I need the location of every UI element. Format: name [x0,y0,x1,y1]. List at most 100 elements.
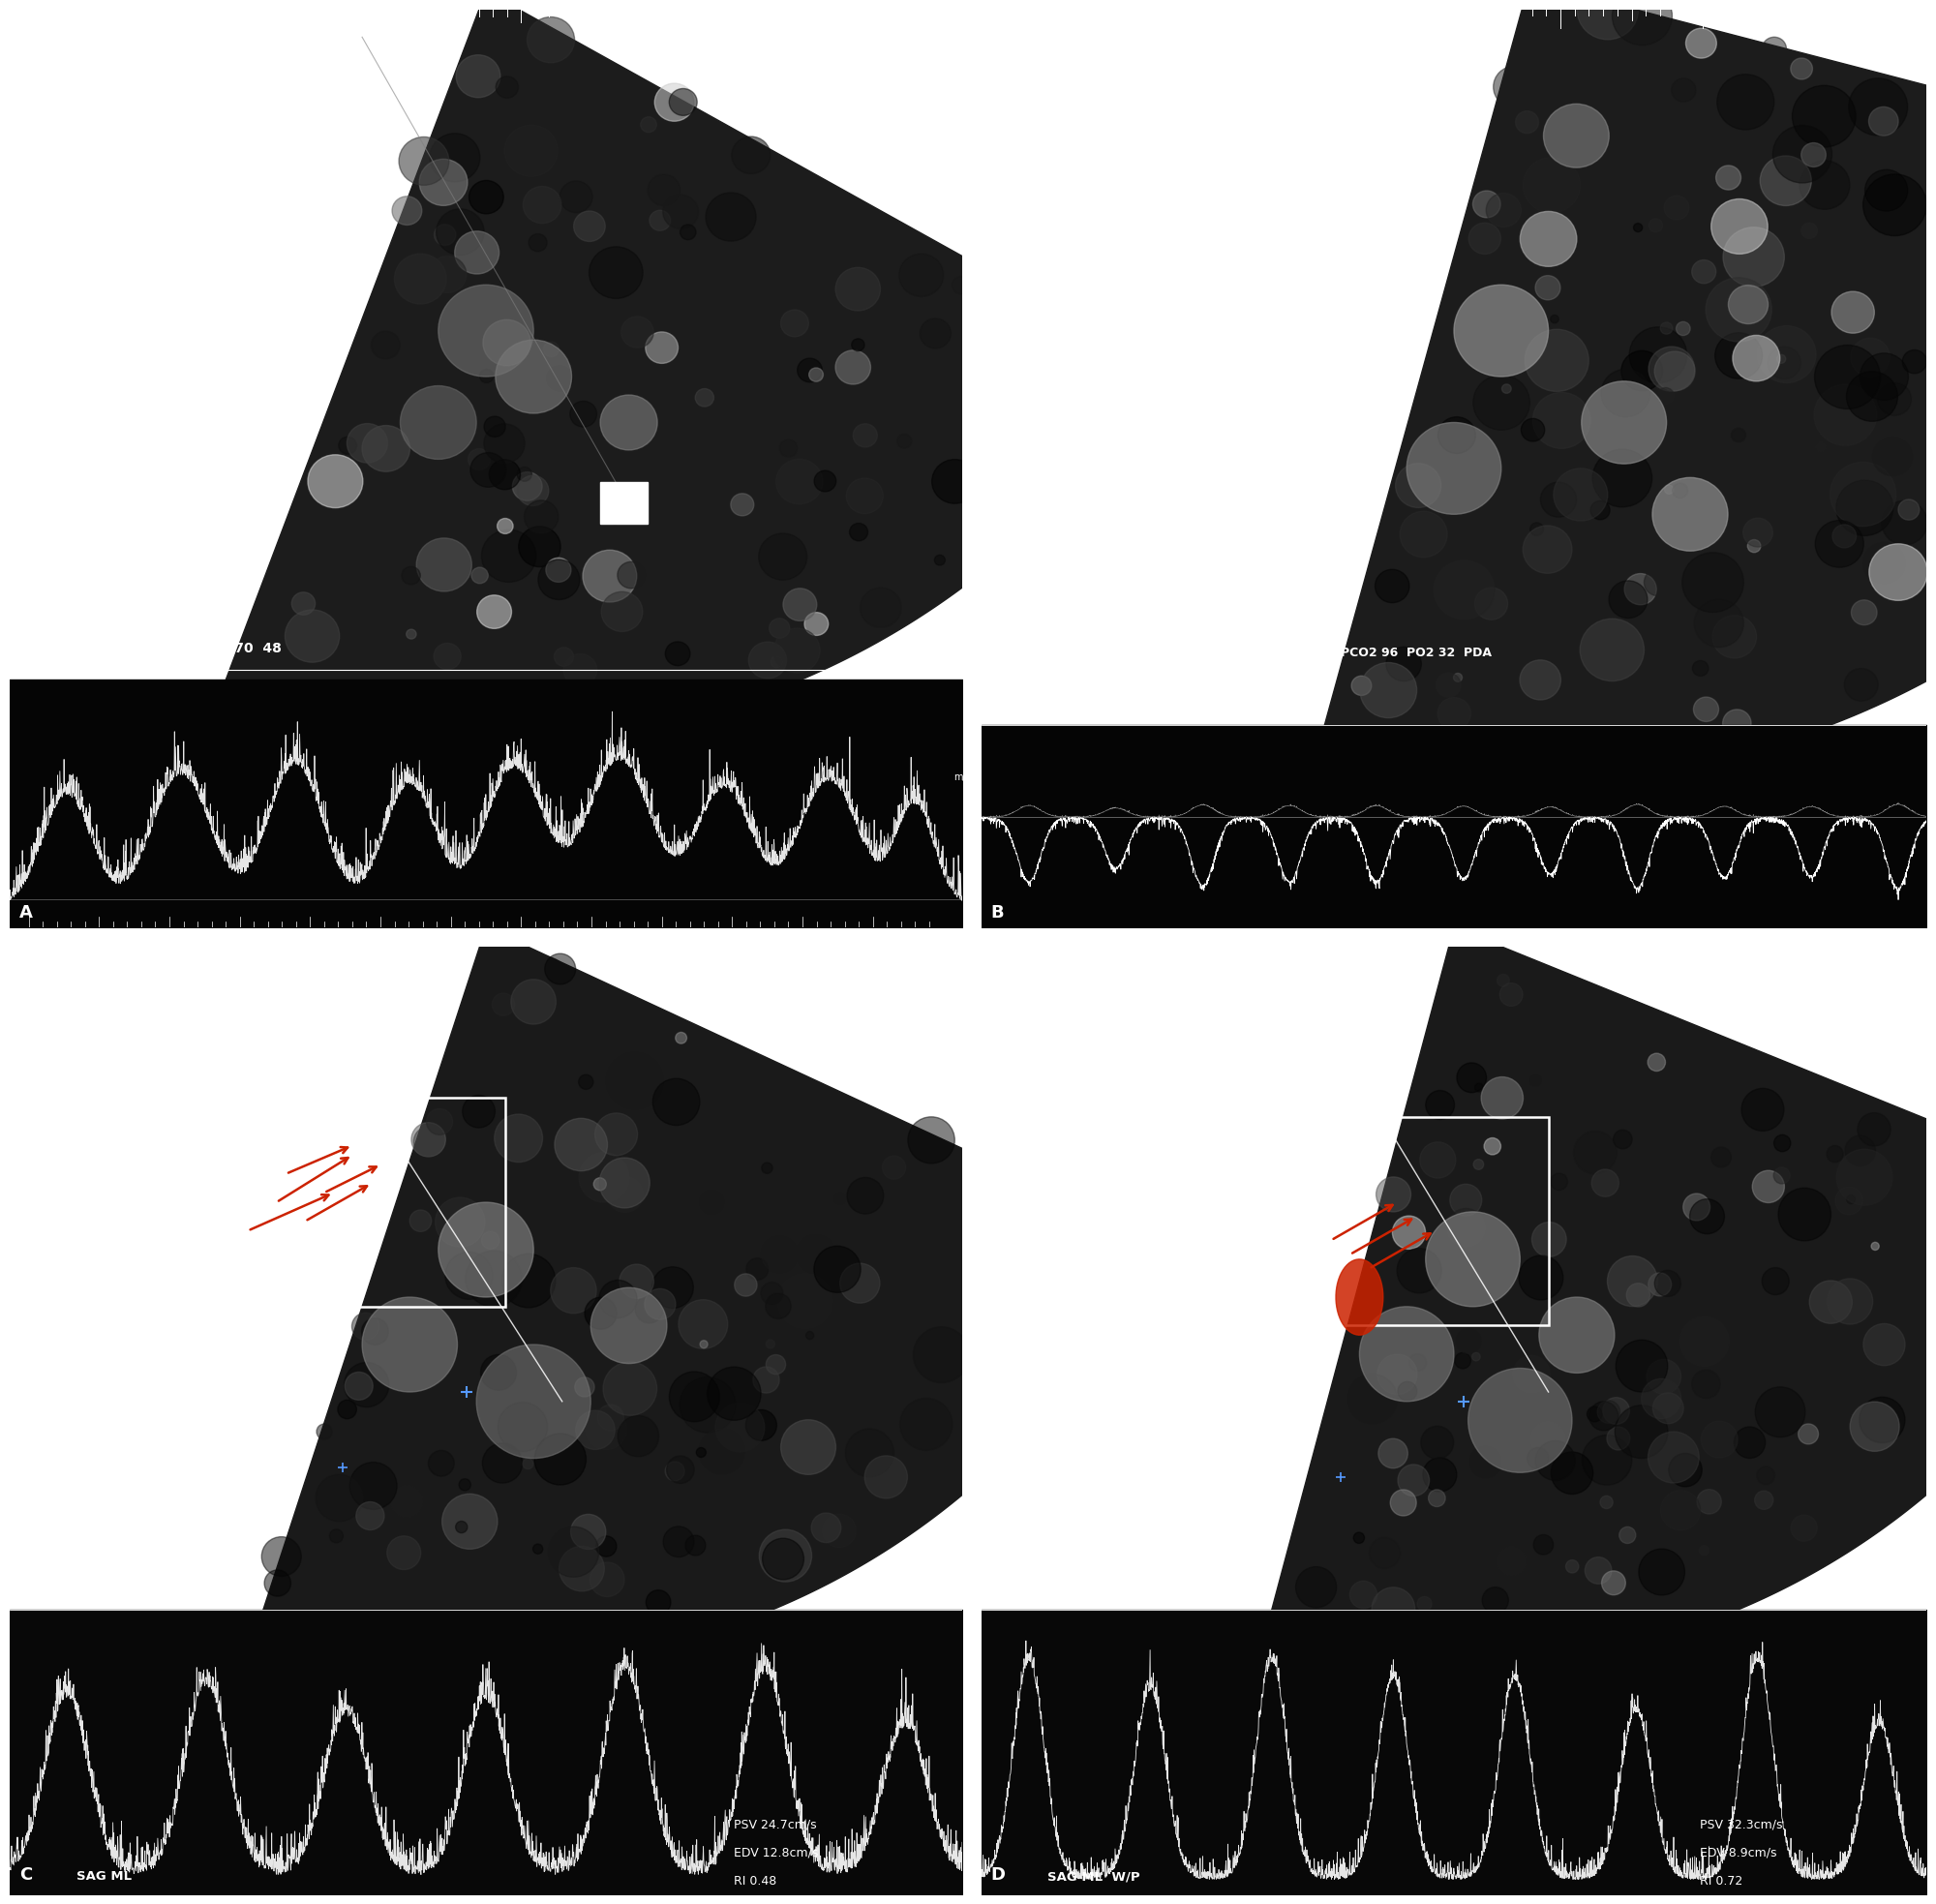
Circle shape [1471,1352,1481,1361]
Circle shape [517,466,532,482]
Text: PSV 32.3cm/s: PSV 32.3cm/s [1700,1818,1783,1832]
Circle shape [1469,223,1500,253]
Circle shape [1349,1580,1376,1609]
Circle shape [1396,463,1440,508]
Circle shape [1469,1445,1502,1478]
Circle shape [1603,1398,1630,1424]
Circle shape [532,1544,542,1554]
Circle shape [1528,1447,1549,1470]
Circle shape [1425,1211,1520,1306]
Circle shape [1851,600,1878,625]
Circle shape [1742,1089,1783,1131]
Circle shape [529,234,548,251]
Circle shape [759,1529,811,1582]
Circle shape [467,1182,494,1209]
Circle shape [1700,1546,1709,1556]
Circle shape [645,1289,676,1319]
Circle shape [463,1095,496,1127]
Circle shape [1578,0,1638,40]
Circle shape [590,1563,625,1597]
Text: ACA: ACA [1076,82,1107,95]
Circle shape [362,1297,457,1392]
Circle shape [778,1274,832,1329]
Circle shape [621,316,654,348]
Circle shape [1665,196,1688,219]
Circle shape [664,1527,693,1557]
Circle shape [1882,501,1928,545]
Polygon shape [219,0,1162,744]
Circle shape [652,1266,693,1308]
Circle shape [798,358,823,383]
Bar [600,482,649,524]
Circle shape [813,1245,862,1293]
Circle shape [1533,1535,1553,1556]
Circle shape [1777,354,1785,364]
Circle shape [809,367,823,381]
Circle shape [505,126,558,177]
Circle shape [538,560,579,600]
Circle shape [1574,1131,1617,1175]
Circle shape [1551,314,1558,324]
Circle shape [1779,1188,1831,1241]
Circle shape [774,628,821,672]
Circle shape [1814,345,1880,409]
Circle shape [410,1123,445,1156]
Circle shape [1386,647,1421,682]
Circle shape [1872,438,1913,476]
Circle shape [608,512,621,524]
Circle shape [701,1340,709,1348]
Circle shape [1485,1139,1500,1154]
Bar [1011,74,1057,248]
Circle shape [608,1177,643,1213]
Circle shape [410,1209,432,1232]
Circle shape [1828,1146,1843,1161]
Circle shape [852,339,865,350]
Circle shape [1373,1588,1415,1630]
Circle shape [1828,1279,1872,1325]
Circle shape [1601,369,1649,417]
Circle shape [1651,478,1729,550]
Circle shape [734,1274,757,1297]
Circle shape [496,76,519,97]
Circle shape [455,230,499,274]
Circle shape [753,1367,780,1394]
Circle shape [1450,1184,1481,1217]
Circle shape [1359,1306,1454,1401]
Circle shape [1551,1453,1593,1495]
Circle shape [931,459,978,503]
Text: EDV 8.9cm/s: EDV 8.9cm/s [1700,1847,1777,1860]
Circle shape [1520,661,1560,701]
Circle shape [585,1297,618,1329]
Circle shape [1512,1356,1551,1394]
Circle shape [1618,1527,1636,1544]
Circle shape [401,567,420,585]
Circle shape [1467,1369,1572,1472]
Circle shape [490,459,521,489]
Circle shape [362,425,410,472]
Circle shape [1702,1420,1739,1458]
Circle shape [1830,463,1895,526]
Circle shape [1849,78,1907,135]
Circle shape [1473,1160,1483,1169]
Text: .10: .10 [962,819,978,828]
Circle shape [600,394,658,449]
Circle shape [1500,982,1524,1005]
Circle shape [1375,569,1409,604]
Circle shape [1566,1559,1578,1573]
Circle shape [356,1502,383,1531]
Circle shape [1398,1249,1442,1293]
Circle shape [1526,329,1589,392]
Circle shape [1516,110,1539,133]
Circle shape [1615,1405,1667,1458]
Polygon shape [1316,0,1936,781]
Circle shape [1524,526,1572,573]
Circle shape [1607,1257,1657,1306]
Circle shape [1847,1196,1855,1203]
Circle shape [1711,1146,1731,1167]
Circle shape [649,175,680,206]
Circle shape [1680,1316,1729,1367]
Circle shape [1661,322,1673,333]
Circle shape [1835,1186,1862,1215]
Circle shape [434,644,461,670]
Circle shape [1398,1464,1429,1497]
